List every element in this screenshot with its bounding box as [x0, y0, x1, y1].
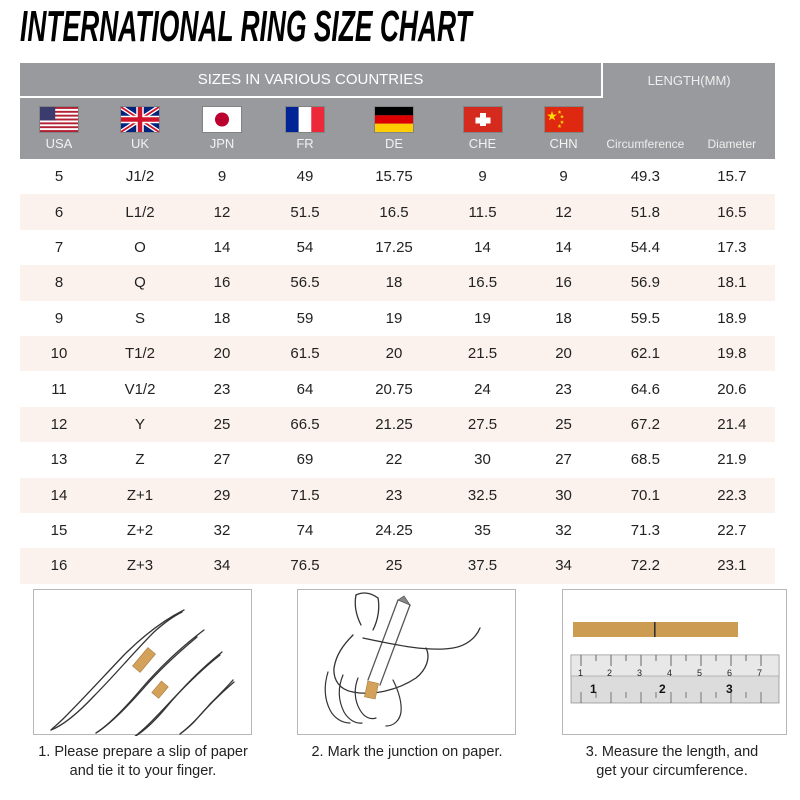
svg-text:6: 6 [727, 668, 732, 678]
svg-text:3: 3 [637, 668, 642, 678]
svg-text:1: 1 [578, 668, 583, 678]
svg-text:3: 3 [726, 682, 733, 696]
svg-text:2: 2 [659, 682, 666, 696]
svg-text:2: 2 [607, 668, 612, 678]
svg-text:5: 5 [697, 668, 702, 678]
svg-text:4: 4 [667, 668, 672, 678]
svg-text:7: 7 [757, 668, 762, 678]
